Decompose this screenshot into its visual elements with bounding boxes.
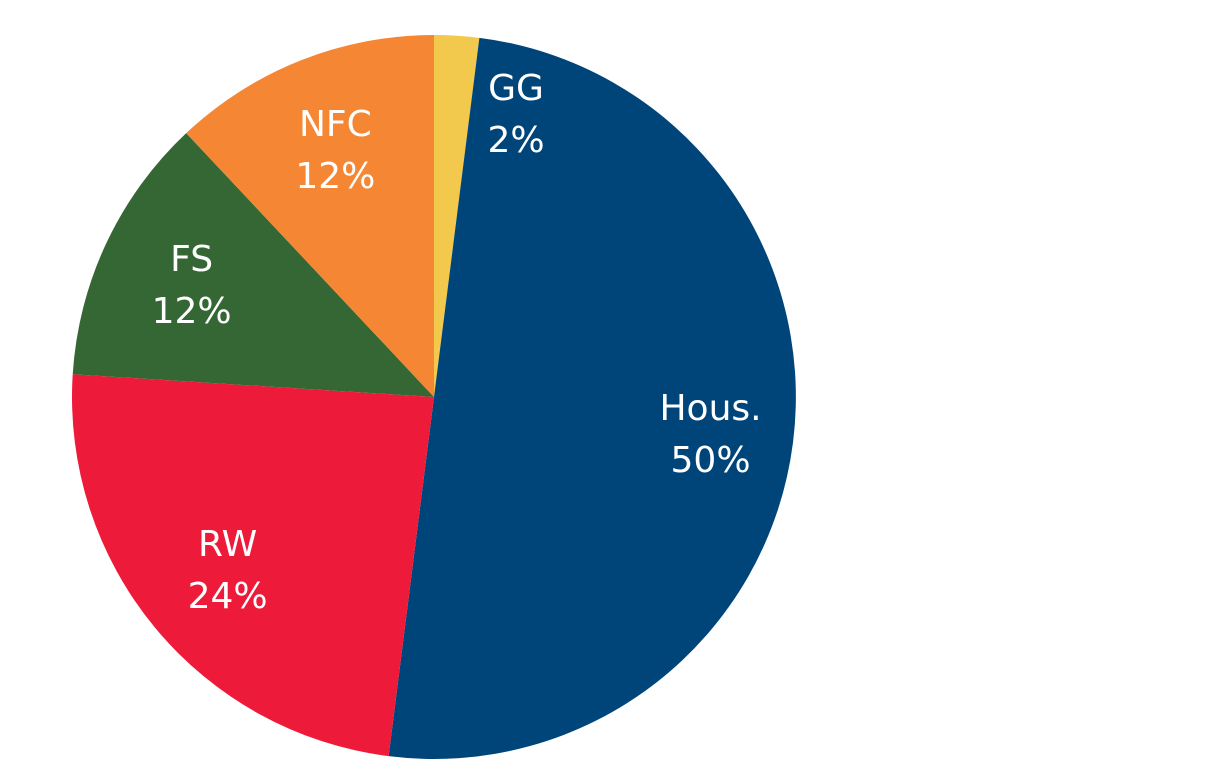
slice-name-hous: Hous. xyxy=(659,388,761,429)
pie-labels: GG 2% Hous. 50% RW 24% FS 12% NFC 12% xyxy=(152,68,762,617)
slice-value-rw: 24% xyxy=(188,576,268,617)
pie-slice-nfc xyxy=(186,35,434,397)
pie-slice-rw xyxy=(72,374,435,757)
pie-slice-hous xyxy=(388,37,796,759)
slice-value-nfc: 12% xyxy=(295,156,375,197)
slice-value-fs: 12% xyxy=(152,291,232,332)
slice-name-nfc: NFC xyxy=(299,104,372,145)
slice-name-rw: RW xyxy=(198,524,257,565)
slice-name-gg: GG xyxy=(488,68,544,109)
slice-value-gg: 2% xyxy=(487,120,544,161)
pie-slice-gg xyxy=(434,35,480,397)
slice-name-fs: FS xyxy=(170,239,213,280)
pie-slice-fs xyxy=(72,133,434,398)
pie-slices xyxy=(72,35,796,759)
slice-value-hous: 50% xyxy=(671,440,751,481)
